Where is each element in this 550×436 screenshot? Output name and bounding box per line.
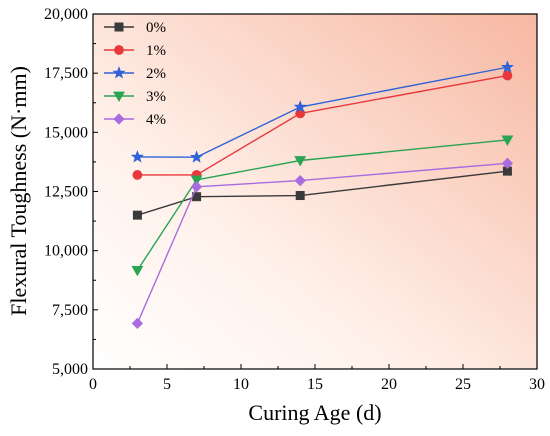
- x-axis-title: Curing Age (d): [248, 400, 381, 425]
- x-tick-label: 20: [381, 376, 397, 393]
- data-point: [295, 191, 305, 201]
- x-tick-label: 5: [163, 376, 171, 393]
- series-line: [137, 74, 508, 176]
- data-point: [294, 156, 307, 167]
- x-tick-label: 30: [529, 376, 545, 393]
- series-line: [137, 66, 508, 158]
- data-point: [502, 70, 513, 81]
- legend-marker: [114, 45, 124, 55]
- data-point: [190, 175, 203, 186]
- legend-item: 1%: [104, 43, 166, 59]
- data-point: [132, 170, 143, 180]
- legend-item: 3%: [104, 89, 166, 105]
- x-tick-label: 15: [307, 376, 323, 393]
- series-2: [130, 60, 514, 163]
- legend-marker: [112, 66, 126, 79]
- legend: 0% 1% 2% 3% 4%: [104, 20, 166, 128]
- plot-background: [93, 14, 537, 369]
- data-point: [293, 100, 307, 113]
- data-point: [130, 150, 144, 163]
- y-tick-label: 7,500: [52, 302, 88, 319]
- data-point: [132, 210, 142, 220]
- x-tick-label: 10: [233, 376, 249, 393]
- series-layer: [130, 60, 514, 329]
- y-axis-title: Flexural Toughness (N·mm): [6, 66, 31, 316]
- y-tick-label: 10,000: [44, 243, 88, 260]
- data-point: [501, 157, 514, 169]
- legend-marker: [113, 91, 125, 103]
- legend-label: 2%: [146, 66, 166, 82]
- data-point: [501, 135, 514, 146]
- data-point: [131, 265, 144, 277]
- data-point: [294, 174, 306, 187]
- series-line: [136, 139, 508, 271]
- legend-item: 4%: [104, 112, 166, 128]
- series-4: [131, 157, 514, 329]
- data-point: [131, 317, 144, 329]
- legend-marker: [114, 22, 124, 32]
- data-point: [500, 60, 514, 73]
- y-tick-label: 17,500: [44, 65, 88, 82]
- data-point: [190, 181, 203, 193]
- legend-item: 2%: [104, 66, 166, 82]
- legend-item: 0%: [104, 20, 166, 36]
- y-tick-label: 20,000: [44, 6, 88, 23]
- plot-frame: [92, 13, 538, 370]
- y-tick-label: 12,500: [44, 184, 88, 201]
- series-3: [131, 135, 514, 277]
- legend-marker: [113, 113, 125, 125]
- ticks-layer: 0 5 10 15 20 25 30 5,000 7,500 10,000 12,500 15,000…: [44, 6, 545, 393]
- x-tick-label: 0: [89, 376, 97, 393]
- legend-label: 4%: [146, 112, 166, 128]
- legend-label: 1%: [146, 43, 166, 59]
- series-line: [137, 170, 508, 216]
- series-line: [136, 162, 508, 324]
- x-tick-label: 25: [455, 376, 471, 393]
- legend-label: 0%: [146, 20, 166, 36]
- series-0: [132, 166, 512, 220]
- data-point: [190, 150, 204, 163]
- y-tick-label: 5,000: [52, 361, 88, 378]
- y-tick-label: 15,000: [44, 124, 88, 141]
- legend-label: 3%: [146, 89, 166, 105]
